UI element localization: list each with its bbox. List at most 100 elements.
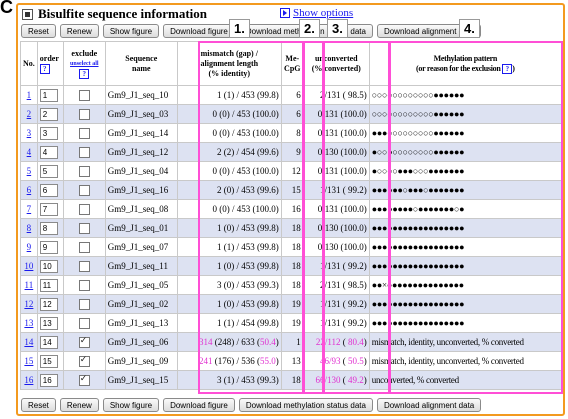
mismatch-end: ) [275,337,279,347]
exclude-checkbox[interactable] [78,317,90,329]
mismatch-mid: (248) / 633 ( [212,337,261,347]
order-cell: 14 [36,332,64,352]
renew-button[interactable]: Renew [59,398,99,412]
sequence-name: Gm9_J1_seq_14 [104,123,178,143]
row-number-link[interactable]: 5 [26,166,32,176]
methylation-pattern: ●●●●●●●●○●●●●●●●○● [368,199,562,219]
exclude-cell [62,142,106,162]
unselect-all-link[interactable]: unselect all [70,60,99,67]
exclude-checkbox[interactable] [78,279,90,291]
unconverted-value: 0/130 (100.0) [317,242,367,252]
row-number-cell: 9 [20,237,38,257]
exclude-checkbox[interactable] [78,298,90,310]
order-input[interactable]: 11 [39,278,58,292]
methylation-pattern: ●●●●●●●●●●●●●●●●●● [368,218,562,238]
help-icon[interactable]: ? [502,63,513,74]
exclude-checkbox[interactable] [78,203,90,215]
show-options-link[interactable]: Show options [280,7,353,19]
mismatch-value: 1 (0) / 453 (99.8) [217,299,279,309]
order-input[interactable]: 12 [39,297,58,311]
reset-button[interactable]: Reset [21,24,56,38]
row-number-link[interactable]: 9 [26,242,32,252]
order-input[interactable]: 2 [39,107,58,121]
order-input[interactable]: 16 [39,373,58,387]
row-number-link[interactable]: 3 [26,128,32,138]
order-input[interactable]: 7 [39,202,58,216]
collapse-toggle-icon[interactable] [22,8,33,20]
order-input[interactable]: 1 [39,88,58,102]
row-number-link[interactable]: 11 [24,280,34,290]
exclude-checkbox[interactable] [78,222,90,234]
download-methylation-status-button[interactable]: Download methylation status data [238,398,373,412]
row-number-link[interactable]: 2 [26,109,32,119]
show-options-label: Show options [293,7,354,19]
row-number-link[interactable]: 10 [24,261,34,271]
unconverted-cell: 1/131 ( 99.2) [302,256,370,276]
download-figure-button[interactable]: Download figure [163,398,235,412]
exclude-checkbox[interactable] [78,165,90,177]
order-input[interactable]: 14 [39,335,58,349]
order-cell: 4 [36,142,64,162]
order-input[interactable]: 6 [39,183,58,197]
row-number-link[interactable]: 14 [24,337,34,347]
renew-button[interactable]: Renew [59,24,99,38]
order-input[interactable]: 10 [39,259,58,273]
sequence-table: No. order ? exclude unselect all ? Seque… [20,41,562,390]
exclude-checkbox[interactable] [78,89,90,101]
order-input[interactable]: 15 [39,354,58,368]
order-input[interactable]: 13 [39,316,58,330]
bottom-button-row: Reset Renew Show figure Download figure … [21,398,482,412]
col-meth-line1: Methylation pattern [433,53,498,63]
exclude-checkbox[interactable] [78,127,90,139]
order-input[interactable]: 3 [39,126,58,140]
order-input[interactable]: 8 [39,221,58,235]
sequence-name: Gm9_J1_seq_16 [104,180,178,200]
order-input[interactable]: 4 [39,145,58,159]
unconverted-count: 46/93 [320,356,341,366]
order-input[interactable]: 9 [39,240,58,254]
row-number-link[interactable]: 4 [26,147,32,157]
show-figure-button[interactable]: Show figure [102,24,160,38]
download-alignment-button[interactable]: Download alignment data [376,24,482,38]
me-cpg-value: 12 [280,161,304,181]
row-number-link[interactable]: 1 [26,90,32,100]
row-number-link[interactable]: 12 [24,299,34,309]
reset-button[interactable]: Reset [21,398,56,412]
mismatch-cell: 2 (0) / 453 (99.6) [176,180,282,200]
download-figure-button[interactable]: Download figure [163,24,235,38]
row-number-link[interactable]: 8 [26,223,32,233]
show-figure-button[interactable]: Show figure [102,398,160,412]
me-cpg-value: 19 [280,313,304,333]
me-cpg-value: 16 [280,199,304,219]
row-number-link[interactable]: 16 [24,375,34,385]
help-icon[interactable]: ? [39,63,50,74]
order-cell: 10 [36,256,64,276]
exclude-checkbox[interactable] [78,260,90,272]
table-row: 2 2 Gm9_J1_seq_03 0 (0) / 453 (100.0) 6 0/131… [20,104,562,124]
unconverted-cell: 1/131 ( 99.2) [302,294,370,314]
methylation-pattern: ●●●●●●●●●●●●●●●●●● [368,313,562,333]
mismatch-cell: 3 (0) / 453 (99.3) [176,275,282,295]
help-icon[interactable]: ? [79,68,90,79]
table-row: 4 4 Gm9_J1_seq_12 2 (2) / 454 (99.6) 9 0/130 … [20,142,562,162]
unconverted-cell: 0/130 (100.0) [302,237,370,257]
exclude-checkbox[interactable] [78,146,90,158]
exclude-checkbox[interactable] [78,108,90,120]
sequence-name: Gm9_J1_seq_05 [104,275,178,295]
row-number-link[interactable]: 13 [24,318,34,328]
exclude-checkbox[interactable] [78,241,90,253]
exclude-checkbox[interactable] [78,373,90,386]
order-input[interactable]: 5 [39,164,58,178]
exclude-checkbox[interactable] [78,354,90,367]
me-cpg-value: 6 [280,104,304,124]
me-cpg-value: 15 [280,180,304,200]
download-alignment-button[interactable]: Download alignment data [376,398,482,412]
col-order: order ? [36,41,64,86]
row-number-link[interactable]: 7 [26,204,32,214]
exclude-checkbox[interactable] [78,184,90,196]
exclude-cell [62,256,106,276]
identity-value: 50.4 [260,337,276,347]
row-number-link[interactable]: 6 [26,185,32,195]
row-number-link[interactable]: 15 [24,356,34,366]
exclude-checkbox[interactable] [78,335,90,348]
